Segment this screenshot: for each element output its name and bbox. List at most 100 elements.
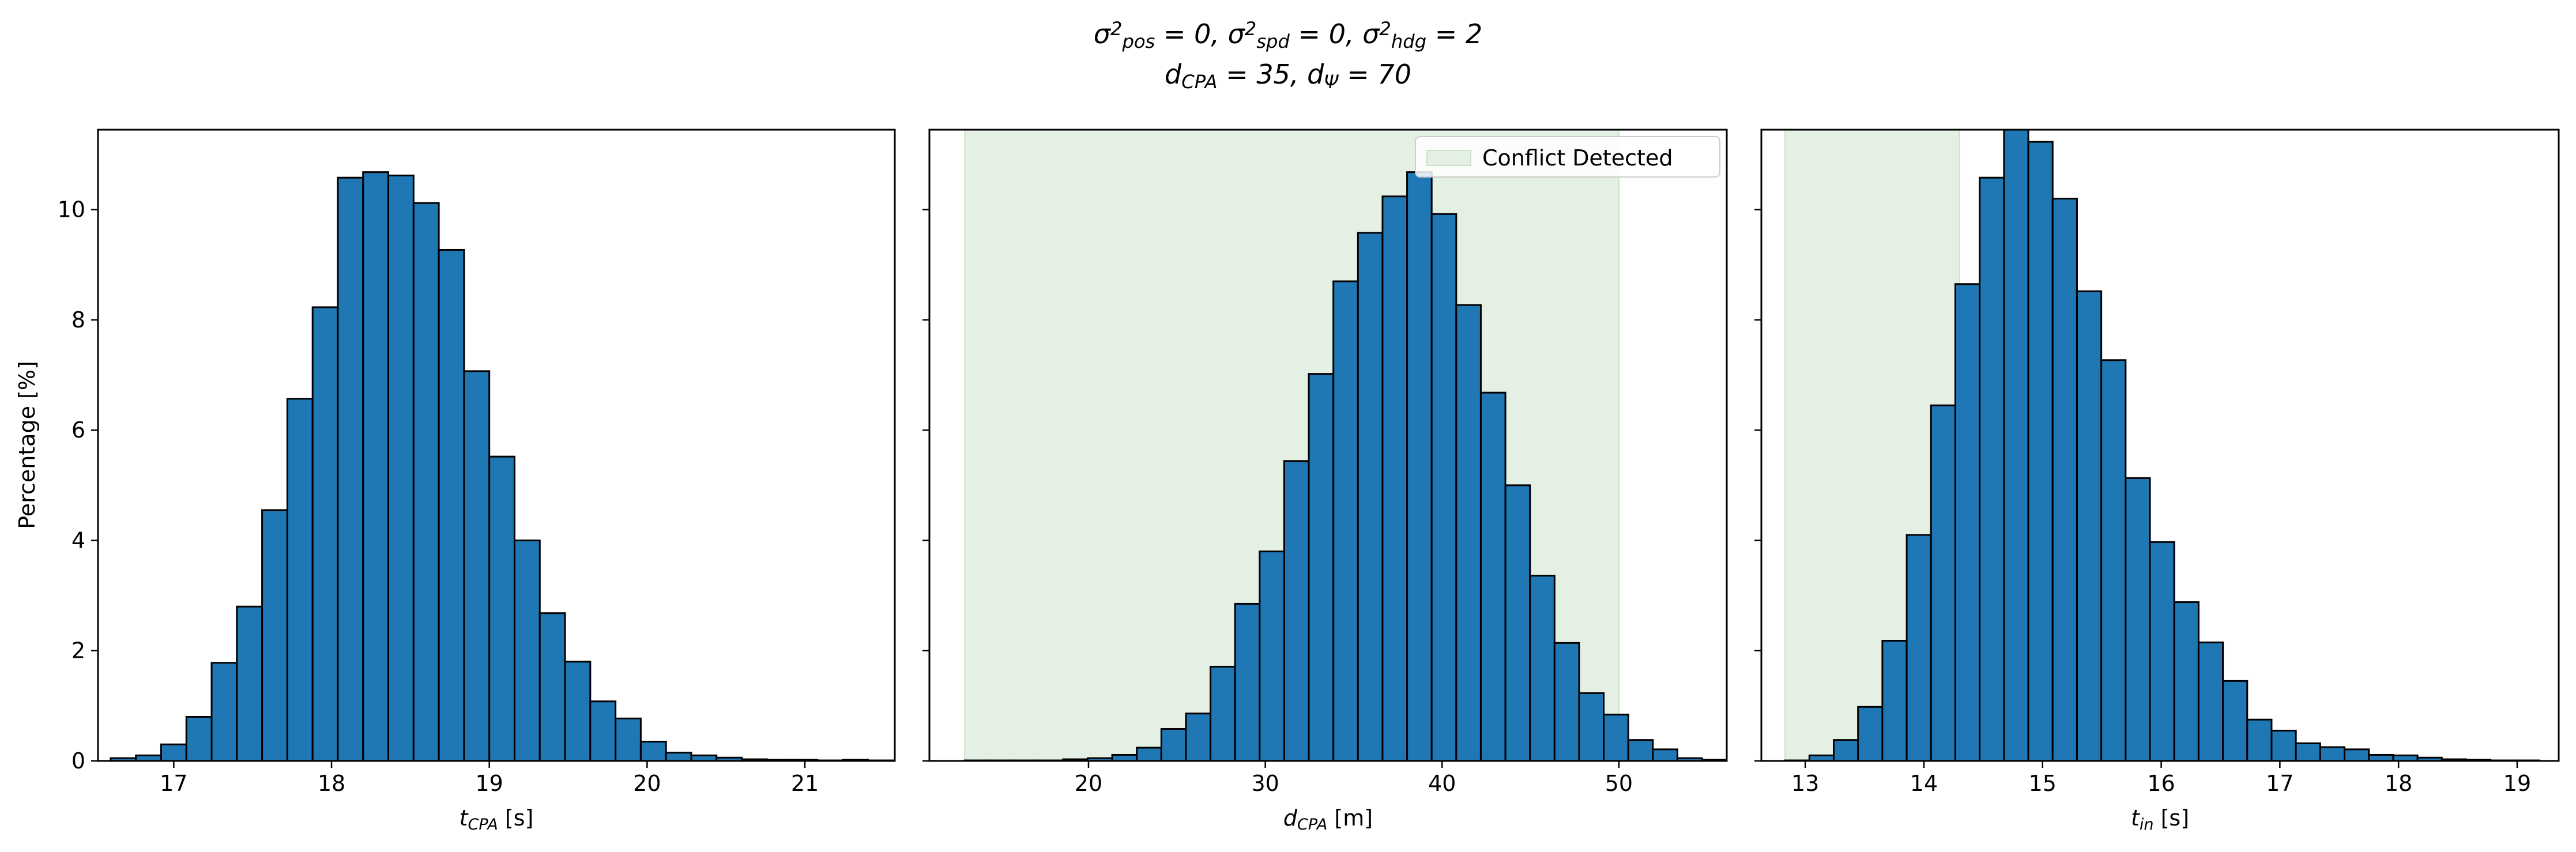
- histogram-bar: [1259, 551, 1285, 761]
- histogram-bar: [2222, 680, 2249, 761]
- histogram-bar: [1406, 171, 1433, 761]
- histogram-bar: [1210, 665, 1236, 761]
- histogram-bar: [1136, 747, 1162, 761]
- axes-frame: [1760, 129, 2560, 762]
- histogram-bar: [1529, 575, 1556, 761]
- y-tick-label: 2: [71, 638, 85, 663]
- histogram-bar: [1111, 753, 1138, 761]
- histogram-bar: [2173, 601, 2200, 761]
- histogram-bar: [286, 398, 314, 761]
- histogram-bar: [160, 743, 187, 761]
- histogram-bar: [1881, 640, 1908, 761]
- histogram-bar: [1332, 280, 1359, 761]
- histogram-bar: [2051, 198, 2078, 761]
- legend: Conflict Detected: [1415, 136, 1720, 178]
- y-tick-label: 6: [71, 417, 85, 443]
- histogram-bar: [438, 248, 465, 761]
- x-axis-label: tCPA [s]: [460, 805, 534, 834]
- histogram-bar: [1578, 692, 1605, 761]
- histogram-bar: [1857, 706, 1884, 761]
- histogram-bar: [538, 612, 566, 761]
- histogram-bar: [1160, 728, 1187, 761]
- histogram-bar: [1455, 304, 1482, 761]
- y-tick-label: 8: [71, 307, 85, 333]
- x-tick-label: 30: [1251, 771, 1279, 796]
- histogram-bar: [387, 174, 415, 761]
- legend-swatch: [1426, 150, 1471, 166]
- axes-frame: [928, 129, 1728, 762]
- histogram-bar: [2027, 141, 2054, 761]
- histogram-bar: [2149, 541, 2175, 761]
- histogram-bar: [488, 455, 515, 761]
- histogram-bar: [210, 662, 238, 761]
- histogram-bar: [513, 539, 541, 761]
- histogram-bar: [2368, 753, 2394, 761]
- x-tick-label: 21: [791, 771, 819, 796]
- histogram-bar: [1627, 739, 1654, 761]
- histogram-bar: [2246, 718, 2273, 761]
- x-tick-label: 17: [160, 771, 187, 796]
- histogram-bar: [1234, 602, 1261, 761]
- histogram-panel-3: 13 14 15 16 17 18 19 tin [s]: [1754, 129, 2560, 834]
- figure-title-line2: dCPA = 35, dΨ = 70: [1165, 59, 1411, 93]
- x-tick-label: 18: [2385, 771, 2412, 796]
- x-tick-label: 20: [633, 771, 661, 796]
- histogram-bar: [1652, 748, 1678, 761]
- histogram-bar: [615, 717, 642, 761]
- histogram-bar: [2100, 359, 2127, 761]
- histogram-bar: [1430, 213, 1458, 761]
- x-tick-label: 19: [476, 771, 503, 796]
- histogram-bar: [261, 509, 288, 761]
- x-tick-label: 40: [1428, 771, 1456, 796]
- histogram-bar: [589, 700, 617, 761]
- histogram-bar: [1979, 176, 2005, 761]
- x-tick-label: 14: [1910, 771, 1938, 796]
- histogram-bar: [2125, 477, 2151, 761]
- histogram-bar: [311, 306, 339, 761]
- histogram-bar: [1954, 283, 1981, 761]
- histogram-bar: [2319, 746, 2346, 761]
- histogram-bar: [1833, 739, 1859, 761]
- figure-title-line1: σ2pos = 0, σ2spd = 0, σ2hdg = 2: [1094, 18, 1482, 52]
- histogram-bar: [236, 605, 263, 761]
- axes-frame: [97, 129, 896, 762]
- legend-label: Conflict Detected: [1482, 145, 1673, 171]
- histogram-bar: [1357, 232, 1384, 761]
- histogram-bar: [2344, 748, 2370, 761]
- x-axis-label: dCPA [m]: [1283, 805, 1373, 834]
- x-tick-label: 16: [2147, 771, 2175, 796]
- x-tick-label: 17: [2266, 771, 2293, 796]
- histogram-bar: [1283, 460, 1310, 761]
- histogram-bar: [564, 661, 592, 761]
- x-tick-label: 20: [1075, 771, 1102, 796]
- histogram-bar: [1504, 484, 1531, 761]
- x-axis-label: tin [s]: [2131, 805, 2189, 834]
- histogram-bar: [2003, 130, 2029, 761]
- histogram-bar: [1603, 714, 1629, 761]
- histogram-bar: [1905, 534, 1932, 761]
- histogram-bar: [337, 176, 364, 761]
- histogram-bar: [185, 715, 213, 761]
- histogram-bar: [463, 370, 491, 761]
- histogram-bar: [2270, 729, 2297, 761]
- histogram-bar: [639, 741, 667, 761]
- histogram-bar: [2076, 290, 2103, 761]
- x-tick-label: 50: [1605, 771, 1633, 796]
- histogram-bar: [1185, 712, 1212, 761]
- x-tick-label: 15: [2029, 771, 2057, 796]
- y-tick-label: 0: [71, 748, 85, 774]
- histogram-bar: [412, 202, 440, 761]
- x-tick-label: 18: [318, 771, 345, 796]
- y-axis-label: Percentage [%]: [14, 361, 40, 529]
- x-tick-label: 13: [1791, 771, 1819, 796]
- y-tick-label: 4: [71, 527, 85, 553]
- histogram-panel-1: 17 18 19 20 21 0 2 4 6 8 10 tCPA [s]: [58, 129, 896, 834]
- x-tick-label: 19: [2503, 771, 2531, 796]
- y-tick-label: 10: [58, 197, 85, 223]
- histogram-bar: [2295, 742, 2321, 761]
- histogram-bar: [665, 752, 692, 761]
- histogram-bar: [1308, 373, 1335, 761]
- histogram-bar: [362, 171, 390, 761]
- histogram-bar: [1381, 195, 1408, 761]
